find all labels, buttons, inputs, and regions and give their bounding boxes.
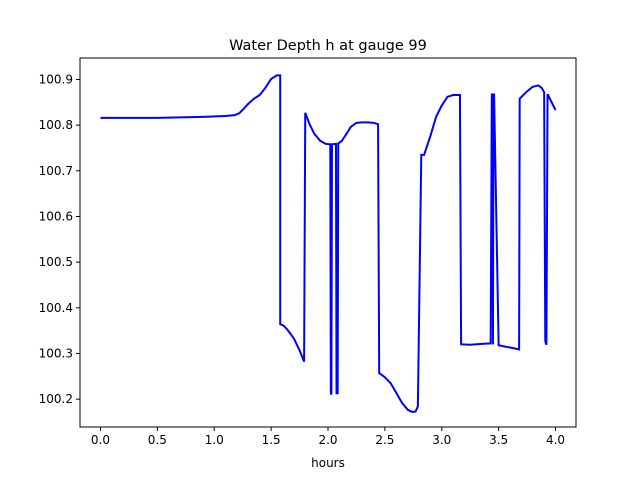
chart-title: Water Depth h at gauge 99 [229, 38, 427, 54]
x-tick-label: 0.0 [91, 433, 110, 447]
x-tick-label: 4.0 [546, 433, 565, 447]
y-tick-label: 100.3 [39, 346, 73, 360]
y-tick-label: 100.4 [39, 301, 73, 315]
x-tick-label: 2.0 [318, 433, 337, 447]
x-tick-label: 0.5 [148, 433, 167, 447]
x-tick-label: 1.0 [205, 433, 224, 447]
series-layer [100, 74, 557, 413]
plot-area: 0.0 0.5 1.0 1.5 2.0 2.5 3.0 3.5 4.0 100.2100.310… [39, 57, 577, 447]
x-tick-label: 3.5 [489, 433, 508, 447]
series-line-0 [100, 74, 557, 413]
x-axis-label: hours [311, 456, 345, 470]
y-tick-label: 100.5 [39, 255, 73, 269]
x-axis-ticks: 0.0 0.5 1.0 1.5 2.0 2.5 3.0 3.5 4.0 [91, 427, 565, 447]
y-tick-label: 100.2 [39, 392, 73, 406]
x-tick-label: 1.5 [262, 433, 281, 447]
x-tick-label: 2.5 [375, 433, 394, 447]
y-tick-label: 100.9 [39, 72, 73, 86]
y-tick-label: 100.7 [39, 164, 73, 178]
y-axis-ticks: 100.2 100.3 100.4 100.5 100.6 100.7 100.8 100.9 [39, 72, 80, 406]
y-tick-label: 100.6 [39, 209, 73, 223]
x-tick-label: 3.0 [432, 433, 451, 447]
y-tick-label: 100.8 [39, 118, 73, 132]
